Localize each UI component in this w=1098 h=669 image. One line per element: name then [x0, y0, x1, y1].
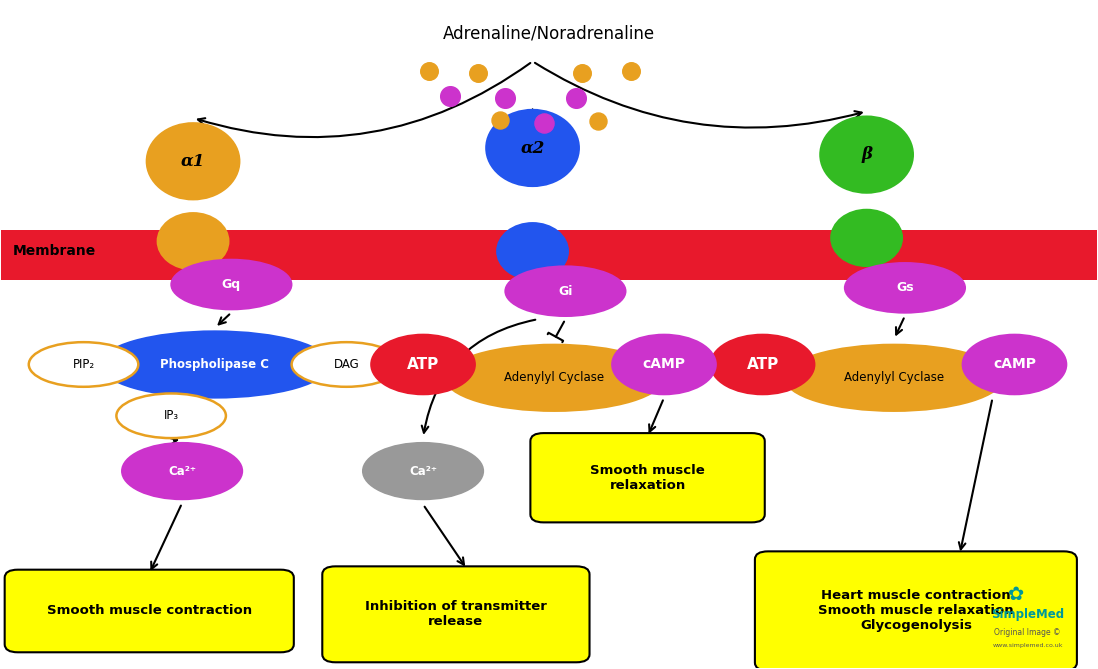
Point: [441, 90, 459, 101]
Point: [469, 68, 486, 78]
Text: PIP₂: PIP₂: [72, 358, 94, 371]
Ellipse shape: [784, 345, 1004, 411]
Text: www.simplemed.co.uk: www.simplemed.co.uk: [993, 643, 1063, 648]
Ellipse shape: [362, 443, 483, 499]
Text: Gq: Gq: [222, 278, 240, 291]
Text: Heart muscle contraction
Smooth muscle relaxation
Glycogenolysis: Heart muscle contraction Smooth muscle r…: [818, 589, 1013, 632]
Ellipse shape: [612, 334, 716, 395]
Ellipse shape: [292, 342, 401, 387]
Text: ATP: ATP: [407, 357, 439, 372]
Text: α2: α2: [520, 139, 545, 157]
Text: SimpleMed: SimpleMed: [991, 608, 1064, 621]
Ellipse shape: [844, 263, 965, 313]
Text: IP₃: IP₃: [164, 409, 179, 422]
Ellipse shape: [122, 443, 243, 499]
Text: Adenylyl Cyclase: Adenylyl Cyclase: [504, 371, 605, 384]
Text: ATP: ATP: [747, 357, 778, 372]
Text: Phospholipase C: Phospholipase C: [160, 358, 269, 371]
FancyBboxPatch shape: [323, 567, 590, 662]
Ellipse shape: [371, 334, 475, 395]
FancyBboxPatch shape: [755, 551, 1077, 669]
Point: [535, 117, 552, 128]
Text: α1: α1: [181, 153, 205, 170]
Ellipse shape: [445, 345, 664, 411]
Text: Ca²⁺: Ca²⁺: [410, 464, 437, 478]
Ellipse shape: [820, 116, 914, 193]
Text: Ca²⁺: Ca²⁺: [168, 464, 197, 478]
FancyBboxPatch shape: [4, 570, 294, 652]
Text: Adenylyl Cyclase: Adenylyl Cyclase: [844, 371, 944, 384]
Text: Smooth muscle
relaxation: Smooth muscle relaxation: [591, 464, 705, 492]
Ellipse shape: [963, 334, 1066, 395]
Point: [419, 66, 437, 77]
Text: ✿: ✿: [1008, 585, 1024, 604]
Point: [623, 66, 640, 77]
Point: [568, 92, 585, 103]
Ellipse shape: [831, 209, 903, 266]
FancyBboxPatch shape: [530, 433, 765, 522]
Ellipse shape: [710, 334, 815, 395]
Point: [496, 92, 514, 103]
Text: β: β: [861, 146, 872, 163]
Ellipse shape: [157, 213, 228, 270]
Ellipse shape: [171, 260, 292, 310]
Point: [590, 116, 607, 126]
Text: cAMP: cAMP: [642, 357, 685, 371]
Point: [573, 68, 591, 78]
Text: Membrane: Membrane: [12, 244, 96, 258]
Text: Gi: Gi: [558, 285, 573, 298]
Text: Smooth muscle contraction: Smooth muscle contraction: [47, 605, 251, 617]
Ellipse shape: [29, 342, 138, 387]
Text: Gs: Gs: [896, 282, 914, 294]
Text: Adrenaline/Noradrenaline: Adrenaline/Noradrenaline: [442, 25, 656, 43]
Ellipse shape: [486, 110, 579, 186]
Ellipse shape: [497, 223, 568, 280]
Point: [491, 114, 508, 125]
Text: Original Image ©: Original Image ©: [995, 628, 1061, 637]
Text: Inhibition of transmitter
release: Inhibition of transmitter release: [365, 600, 547, 628]
FancyBboxPatch shape: [1, 229, 1097, 280]
Ellipse shape: [505, 266, 626, 316]
Ellipse shape: [146, 123, 239, 199]
Text: DAG: DAG: [334, 358, 359, 371]
Ellipse shape: [100, 331, 330, 398]
Ellipse shape: [116, 393, 226, 438]
Text: cAMP: cAMP: [993, 357, 1037, 371]
